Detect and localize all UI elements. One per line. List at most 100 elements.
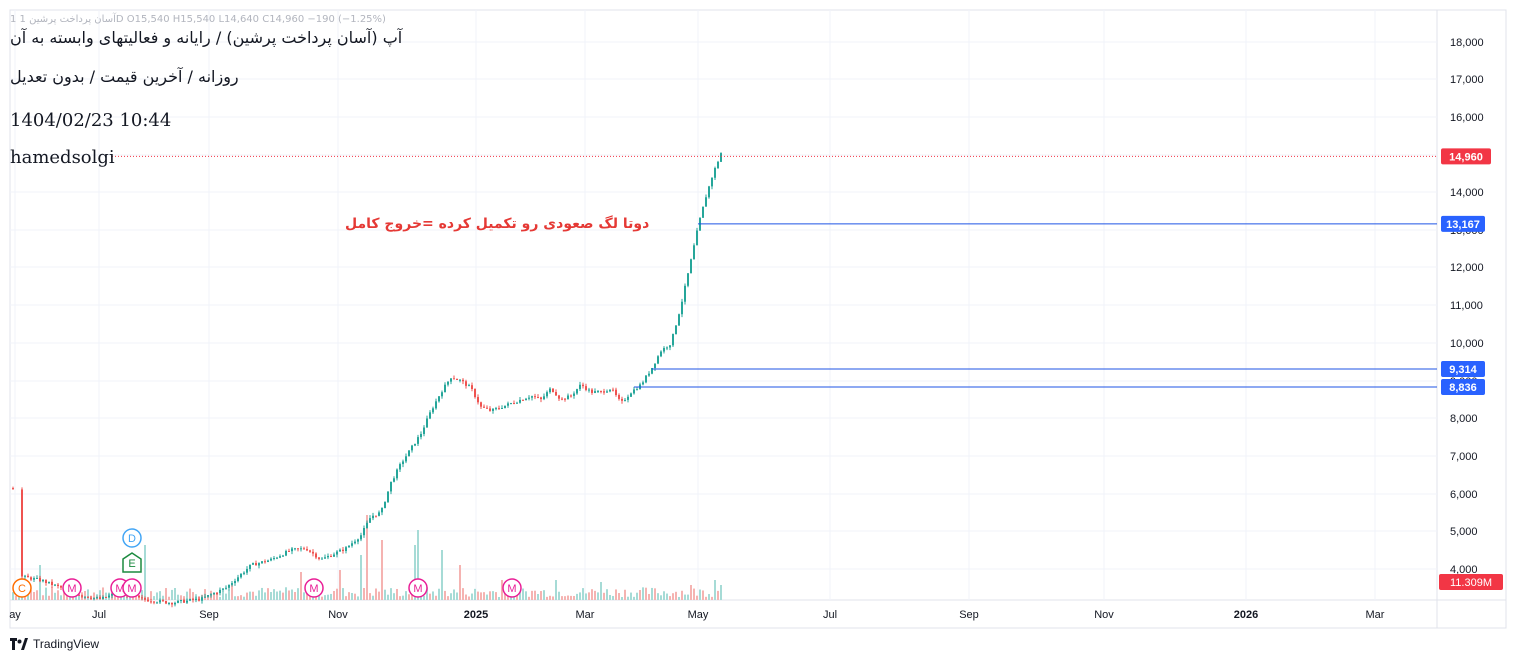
price-tick-label: 4,000 <box>1450 564 1478 576</box>
volume-bar <box>300 572 302 600</box>
volume-bar <box>531 590 533 600</box>
volume-bar <box>552 596 554 600</box>
candle <box>474 388 476 398</box>
candle <box>642 382 644 385</box>
candle <box>255 563 257 566</box>
volume-bar <box>414 545 416 600</box>
price-tick-label: 16,000 <box>1450 112 1484 124</box>
volume-bar <box>165 588 167 600</box>
candle <box>81 595 83 597</box>
candle <box>456 379 458 381</box>
volume-bar <box>693 588 695 600</box>
candle <box>150 601 152 603</box>
candle <box>426 418 428 428</box>
candle <box>297 548 299 550</box>
candle <box>249 564 251 569</box>
volume-bar <box>63 592 65 600</box>
candle <box>381 507 383 513</box>
chart-annotation[interactable]: دوتا لگ صعودی رو تکمیل کرده =خروج کامل <box>345 216 650 232</box>
volume-bar <box>174 588 176 600</box>
event-marker-m[interactable] <box>502 578 522 598</box>
candle <box>165 600 167 604</box>
candle <box>558 395 560 399</box>
candle <box>543 396 545 400</box>
candle <box>609 389 611 392</box>
candle <box>294 548 296 550</box>
volume-bar <box>465 594 467 600</box>
candle <box>462 379 464 382</box>
volume-bar <box>567 595 569 600</box>
volume-bar <box>411 593 413 600</box>
candle <box>459 379 461 381</box>
candle <box>627 396 629 400</box>
volume-bar <box>396 588 398 600</box>
candle <box>588 389 590 391</box>
level-label-bg <box>1441 215 1485 232</box>
tradingview-logo-text: TradingView <box>33 637 100 651</box>
volume-bar <box>264 592 266 600</box>
event-marker-m[interactable] <box>304 578 324 598</box>
event-marker-m[interactable] <box>122 578 142 598</box>
candle <box>321 558 323 560</box>
candle <box>675 325 677 335</box>
candle <box>285 550 287 556</box>
candle <box>606 391 608 393</box>
time-tick-label: Sep <box>199 609 219 621</box>
volume-bar <box>381 540 383 600</box>
candle <box>390 481 392 492</box>
volume-bar <box>15 595 17 600</box>
candle <box>681 301 683 315</box>
volume-bar <box>639 590 641 600</box>
event-marker-m[interactable] <box>408 578 428 598</box>
volume-bar <box>87 589 89 600</box>
candle <box>492 408 494 411</box>
volume-bar <box>498 596 500 600</box>
tradingview-logo[interactable]: TradingView <box>10 637 99 651</box>
event-marker-m[interactable] <box>62 578 82 598</box>
candle <box>300 548 302 550</box>
candle <box>279 556 281 558</box>
candle <box>690 259 692 274</box>
candle <box>216 593 218 595</box>
candle <box>636 389 638 391</box>
volume-bar <box>330 593 332 600</box>
last-price-label: 14,960 <box>1449 151 1483 163</box>
volume-bar <box>459 565 461 600</box>
candle <box>633 389 635 394</box>
candle <box>402 461 404 465</box>
volume-bar <box>333 591 335 600</box>
candle <box>444 384 446 393</box>
candle <box>21 489 23 577</box>
time-tick-label: Nov <box>1094 609 1114 621</box>
volume-bar <box>573 595 575 600</box>
candle <box>618 395 620 399</box>
candle <box>90 597 92 599</box>
candle <box>276 557 278 559</box>
volume-bar <box>591 589 593 600</box>
candle <box>522 399 524 401</box>
volume-bar <box>12 592 14 600</box>
candle <box>225 587 227 589</box>
candle <box>51 581 53 586</box>
volume-bar <box>162 595 164 600</box>
candle <box>168 602 170 604</box>
volume-bar <box>60 595 62 600</box>
volume-bar <box>486 594 488 600</box>
candle <box>87 596 89 598</box>
event-marker-c[interactable] <box>12 578 32 598</box>
candle <box>45 580 47 584</box>
event-marker-e[interactable] <box>122 552 142 573</box>
volume-bar <box>345 596 347 600</box>
candle <box>318 557 320 559</box>
candle <box>303 548 305 550</box>
time-tick-label: Mar <box>1366 609 1385 621</box>
candle <box>270 558 272 561</box>
volume-bar <box>102 587 104 600</box>
candle <box>603 391 605 393</box>
candle <box>486 407 488 409</box>
candle <box>354 541 356 544</box>
volume-bar <box>483 592 485 600</box>
event-marker-d[interactable] <box>122 528 142 548</box>
last-price-label-bg <box>1441 148 1491 165</box>
